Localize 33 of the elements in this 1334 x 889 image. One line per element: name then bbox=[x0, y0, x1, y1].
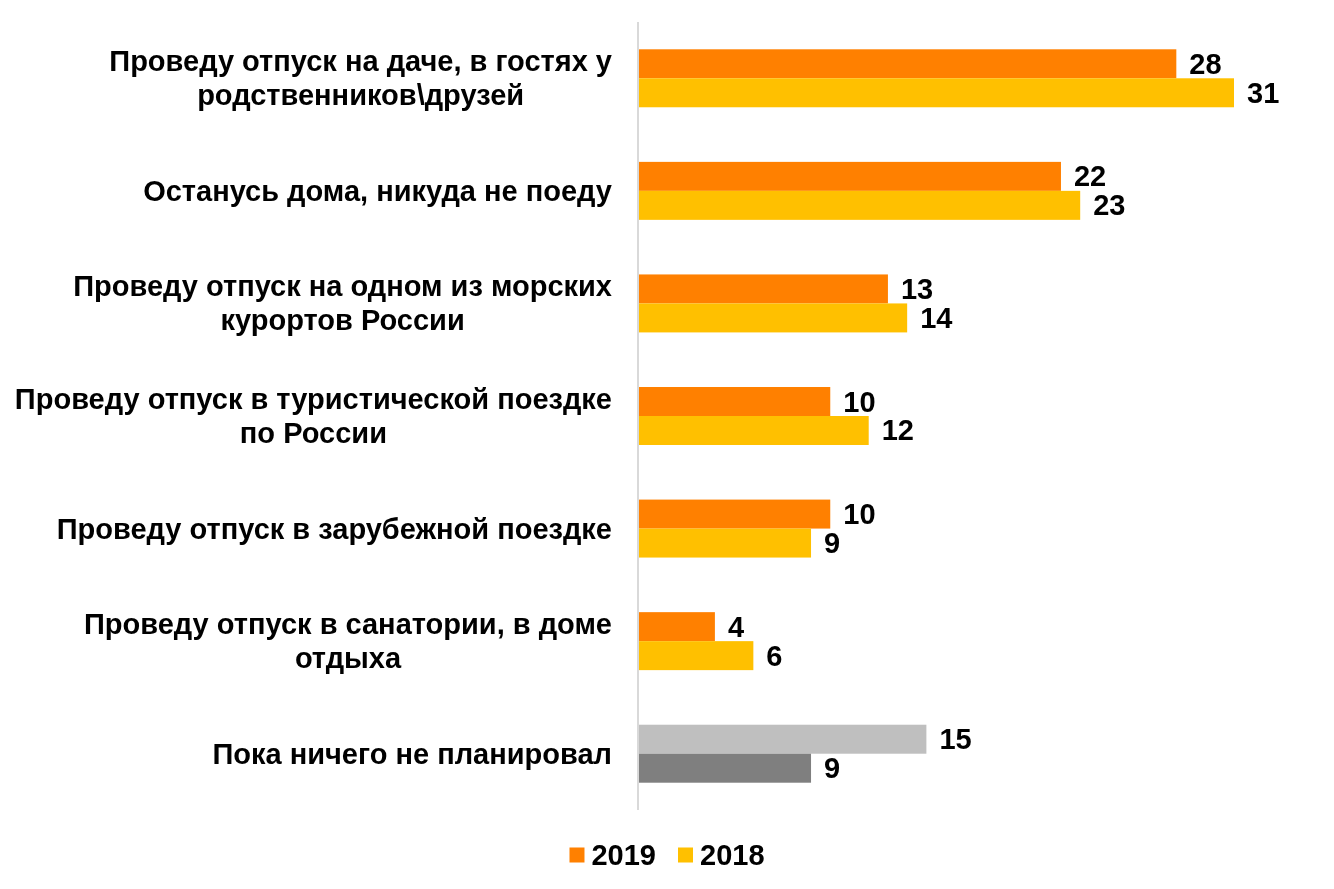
y-tick-label: Проведу отпуск в зарубежной поездке bbox=[56, 512, 612, 545]
y-tick-label: Проведу отпуск на одном из морских курортов России bbox=[73, 270, 612, 337]
data-label: 28 bbox=[1189, 47, 1222, 80]
bar bbox=[638, 528, 812, 558]
data-label: 9 bbox=[824, 752, 841, 785]
y-tick-label: Проведу отпуск на даче, в гостях у родственников\друзей bbox=[109, 45, 612, 112]
bar bbox=[638, 78, 1234, 108]
data-label: 4 bbox=[727, 610, 745, 643]
bar bbox=[638, 753, 812, 783]
bar bbox=[638, 387, 831, 416]
data-label: 6 bbox=[766, 639, 783, 672]
data-label: 10 bbox=[843, 498, 876, 531]
y-tick-label: Пока ничего не планировал bbox=[212, 737, 612, 770]
y-tick-label: Останусь дома, никуда не поеду bbox=[143, 174, 613, 207]
data-label: 12 bbox=[881, 414, 914, 447]
bar bbox=[638, 49, 1177, 79]
legend-label: 2019 bbox=[591, 839, 656, 871]
bar bbox=[638, 161, 1061, 191]
bar bbox=[638, 499, 831, 529]
bar bbox=[638, 190, 1081, 220]
y-tick-label: Проведу отпуск в санатории, в доме отдыха bbox=[84, 608, 612, 675]
data-label: 31 bbox=[1247, 76, 1280, 109]
data-label: 15 bbox=[939, 723, 972, 756]
legend-label: 2018 bbox=[700, 839, 765, 871]
y-tick-label: Проведу отпуск в туристической поездке по России bbox=[14, 383, 612, 449]
data-label: 10 bbox=[843, 385, 876, 418]
data-label: 9 bbox=[824, 527, 841, 560]
bar bbox=[638, 274, 888, 304]
bar bbox=[638, 612, 715, 642]
bar bbox=[638, 724, 927, 754]
bar bbox=[638, 303, 908, 333]
bar bbox=[638, 416, 869, 445]
bar bbox=[638, 641, 754, 671]
